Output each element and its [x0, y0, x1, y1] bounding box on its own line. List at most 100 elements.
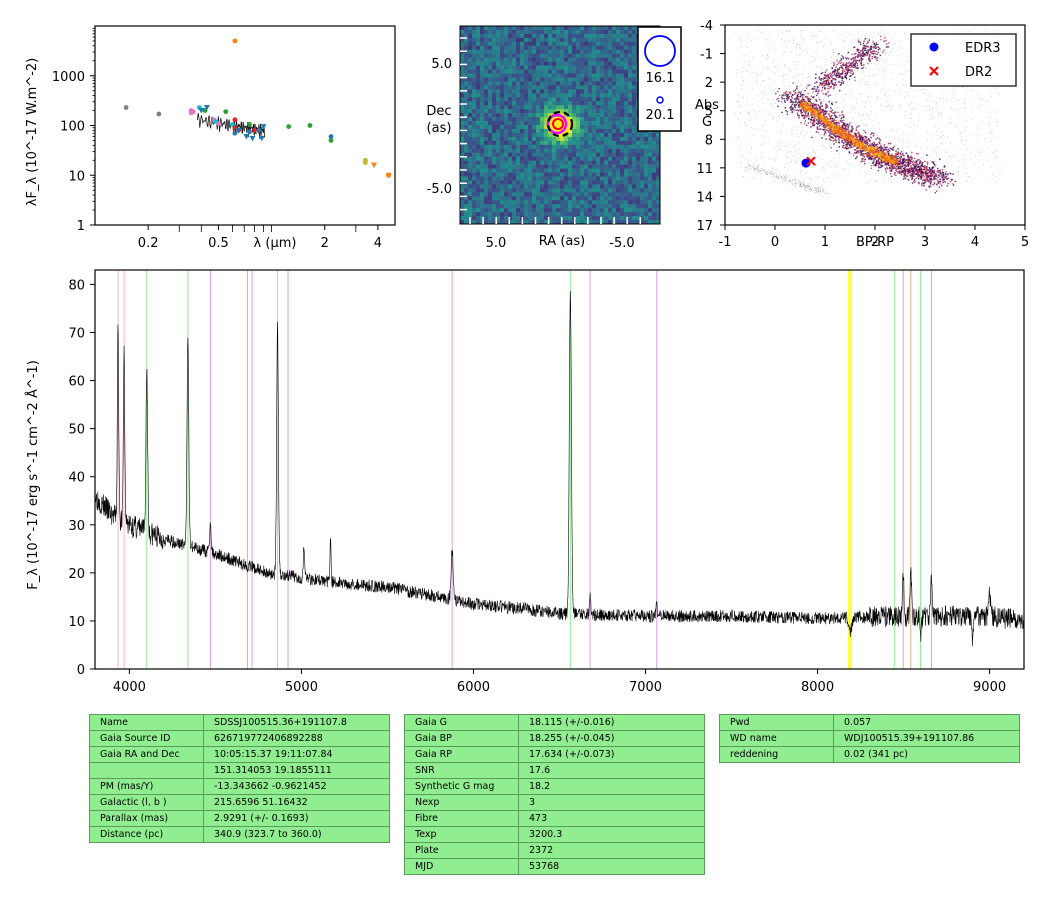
image-pixel — [544, 33, 549, 39]
image-pixel — [644, 140, 649, 146]
image-pixel — [532, 136, 537, 142]
hr-density-point — [926, 161, 928, 163]
image-pixel — [512, 33, 517, 39]
hr-density-point — [919, 167, 922, 169]
image-pixel — [484, 97, 489, 102]
hr-density-point — [864, 44, 866, 47]
hr-density-point — [847, 147, 849, 150]
image-pixel — [476, 188, 481, 193]
hr-density-point — [843, 123, 846, 125]
hr-density-point — [880, 150, 882, 152]
image-pixel — [520, 200, 525, 205]
hr-density-point — [937, 182, 939, 185]
hr-density-point — [816, 128, 818, 130]
hr-density-point — [916, 160, 919, 162]
image-pixel — [500, 97, 505, 102]
hr-density-point — [865, 142, 867, 144]
image-pixel — [608, 172, 613, 177]
image-pixel — [536, 196, 541, 201]
image-pixel — [612, 33, 617, 39]
hr-density-point — [776, 98, 778, 101]
hr-density-point — [930, 181, 933, 183]
image-pixel — [536, 26, 541, 31]
image-pixel — [532, 128, 537, 134]
image-pixel — [484, 216, 489, 221]
image-pixel — [596, 109, 601, 114]
hr-density-point — [902, 153, 904, 155]
image-pixel — [600, 97, 605, 102]
image-pixel — [612, 204, 617, 209]
image-pixel — [648, 136, 653, 142]
hr-density-point — [877, 170, 880, 172]
image-pixel — [616, 29, 621, 35]
image-pixel — [460, 172, 465, 177]
image-pixel — [612, 105, 617, 110]
image-pixel — [524, 125, 529, 130]
image-pixel — [552, 109, 557, 114]
image-pixel — [476, 101, 481, 106]
hr-density-point — [835, 141, 837, 144]
image-pixel — [632, 89, 637, 94]
hr-density-point — [919, 161, 921, 163]
hr-density-point — [920, 169, 923, 171]
hr-density-point — [831, 133, 833, 135]
image-pixel — [536, 148, 541, 154]
image-pixel — [512, 136, 517, 142]
image-pixel — [488, 101, 493, 106]
hr-density-point — [819, 108, 821, 111]
image-pixel — [468, 156, 473, 161]
image-pixel — [584, 65, 589, 70]
image-pixel — [572, 125, 577, 130]
image-pixel — [540, 109, 545, 114]
image-pixel — [556, 164, 561, 169]
image-pixel — [536, 33, 541, 39]
image-pixel — [540, 49, 545, 55]
hr-density-point — [833, 118, 835, 121]
image-pixel — [608, 29, 613, 35]
image-pixel — [540, 208, 545, 213]
hr-density-point — [848, 144, 851, 147]
hr-density-point — [811, 116, 814, 118]
image-pixel — [572, 144, 577, 150]
image-pixel — [472, 216, 477, 221]
image-pixel — [564, 140, 569, 146]
hr-density-point — [861, 160, 864, 162]
hr-density-point — [864, 158, 867, 160]
hr-density-point — [909, 162, 911, 164]
hr-density-point — [943, 176, 945, 179]
image-pixel — [636, 212, 641, 217]
hr-density-point — [893, 163, 895, 165]
image-pixel — [628, 180, 633, 185]
image-pixel — [480, 49, 485, 55]
hr-density-point — [836, 122, 838, 124]
image-pixel — [512, 29, 517, 35]
hr-density-point — [823, 134, 825, 136]
image-pixel — [472, 188, 477, 193]
target-marker-magenta — [546, 113, 568, 135]
image-pixel — [480, 85, 485, 90]
hr-density-point — [870, 165, 873, 167]
hr-density-point — [900, 171, 902, 173]
hr-density-point — [857, 152, 859, 154]
hr-density-point — [795, 100, 797, 102]
image-pixel — [496, 61, 501, 66]
image-pixel — [516, 172, 521, 177]
image-pixel — [532, 101, 537, 106]
hr-density-point — [934, 174, 936, 177]
sed-point — [223, 109, 229, 115]
sed-upper-limit — [370, 162, 377, 169]
image-pixel — [564, 93, 569, 98]
image-pixel — [516, 188, 521, 193]
image-pixel — [576, 164, 581, 169]
image-pixel — [632, 61, 637, 66]
hr-density-point — [810, 102, 812, 104]
hr-density-point — [841, 125, 843, 128]
image-pixel — [580, 144, 585, 150]
image-pixel — [460, 97, 465, 102]
image-pixel — [488, 196, 493, 201]
hr-density-point — [919, 160, 921, 162]
image-pixel — [532, 220, 537, 225]
image-pixel — [556, 49, 561, 55]
hr-density-point — [858, 151, 860, 153]
image-pixel — [548, 41, 553, 47]
